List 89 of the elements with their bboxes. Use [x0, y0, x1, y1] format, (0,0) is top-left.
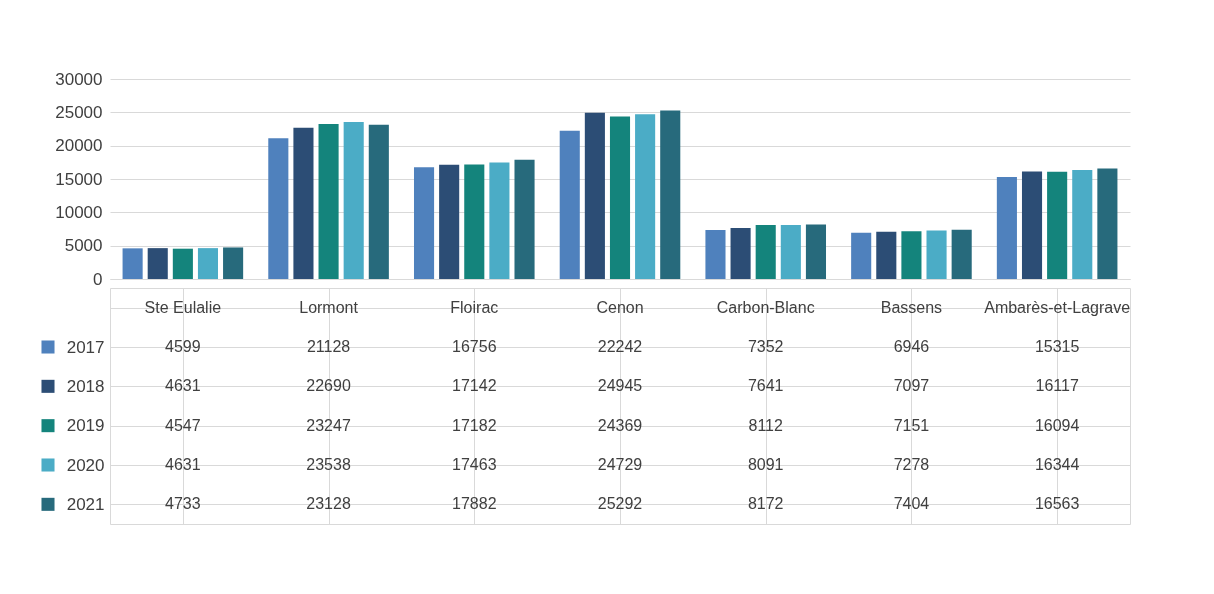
data-label: 17142	[452, 377, 497, 395]
bar	[147, 248, 168, 279]
data-label: 7278	[893, 456, 930, 473]
bar	[901, 231, 922, 279]
legend-label: 2018	[66, 376, 105, 396]
data-label: 16563	[1034, 495, 1080, 513]
bar	[122, 248, 143, 279]
data-label: 16756	[452, 338, 497, 355]
data-label: 4733	[165, 495, 201, 513]
data-label: 22690	[306, 377, 351, 395]
data-label: 16344	[1034, 456, 1080, 473]
data-label: 23128	[306, 495, 351, 513]
bar	[635, 114, 656, 279]
legend-label: 2017	[66, 337, 105, 357]
bar	[368, 124, 389, 279]
x-tick-label: Ste Eulalie	[144, 298, 222, 316]
bar	[439, 164, 460, 279]
bar	[805, 224, 827, 279]
y-tick-label: 15000	[55, 169, 103, 189]
data-label: 7641	[747, 377, 784, 395]
data-label: 8172	[747, 495, 784, 513]
data-label: 22242	[597, 338, 643, 355]
bar	[1072, 170, 1093, 279]
bar	[609, 116, 631, 279]
data-label: 23538	[306, 456, 351, 473]
bar	[413, 167, 435, 279]
data-label: 25292	[597, 495, 643, 513]
x-tick-label: Bassens	[880, 298, 943, 316]
y-tick-label: 20000	[55, 136, 103, 156]
data-label: 24729	[597, 456, 643, 473]
data-label: 4599	[165, 338, 201, 355]
data-label: 24945	[597, 377, 643, 395]
data-label: 6946	[893, 338, 930, 355]
data-label: 15315	[1034, 338, 1080, 355]
data-label: 8112	[748, 416, 784, 434]
legend-label: 2019	[66, 416, 105, 436]
bar	[926, 230, 947, 279]
data-label: 24369	[597, 416, 643, 434]
data-label: 4547	[165, 416, 201, 434]
x-tick-label: Lormont	[299, 298, 359, 316]
bar	[996, 176, 1017, 279]
bar	[489, 162, 510, 279]
data-label: 7097	[893, 377, 930, 395]
bar	[780, 225, 801, 279]
data-label: 8091	[747, 456, 784, 473]
y-tick-label: 5000	[64, 236, 103, 256]
x-tick-label: Floirac	[450, 298, 499, 316]
data-label: 7352	[747, 338, 784, 355]
bar	[876, 231, 897, 279]
bar	[584, 112, 605, 279]
bar	[172, 248, 193, 279]
y-tick-label: 10000	[55, 202, 103, 222]
bar	[343, 122, 364, 279]
data-label: 7404	[893, 495, 930, 513]
bar	[268, 138, 289, 279]
bar	[705, 229, 726, 279]
x-tick-label: Carbon-Blanc	[716, 298, 815, 316]
x-tick-label: Cenon	[596, 298, 644, 316]
bar	[755, 224, 776, 279]
data-label: 17463	[452, 456, 497, 473]
legend-label: 2021	[66, 494, 105, 514]
bar	[514, 159, 535, 279]
bar	[660, 110, 681, 279]
data-label: 7151	[893, 416, 930, 434]
data-label: 21128	[306, 338, 351, 355]
data-label: 17882	[452, 495, 497, 513]
data-label: 23247	[306, 416, 351, 434]
bar	[851, 232, 872, 279]
y-tick-label: 0	[93, 269, 103, 289]
y-tick-label: 30000	[55, 69, 103, 89]
data-label: 16094	[1034, 416, 1080, 434]
bar	[1047, 171, 1068, 279]
bar	[293, 127, 314, 279]
bar	[730, 228, 751, 279]
bar	[464, 164, 485, 279]
bar	[559, 130, 580, 279]
bar	[223, 247, 244, 279]
bar	[1097, 168, 1118, 279]
legend-label: 2020	[66, 455, 105, 475]
bar	[318, 124, 339, 279]
bar	[1021, 171, 1043, 279]
data-label: 4631	[165, 377, 201, 395]
data-label: 17182	[452, 416, 497, 434]
bar	[951, 229, 972, 279]
bar	[197, 248, 219, 279]
x-tick-label: Ambarès-et-Lagrave	[984, 298, 1131, 316]
y-tick-label: 25000	[55, 102, 103, 122]
data-label: 4631	[165, 456, 201, 473]
data-label: 16117	[1035, 377, 1079, 395]
